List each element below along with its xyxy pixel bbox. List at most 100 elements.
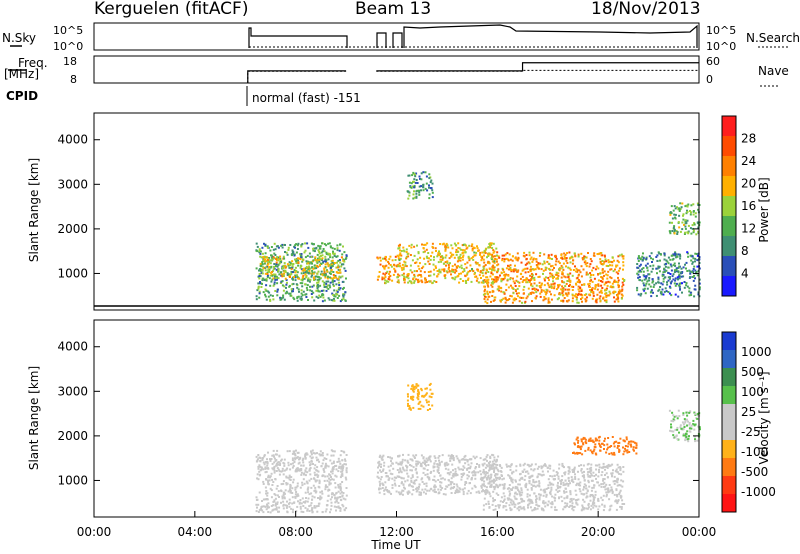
heat-cell (492, 278, 495, 281)
heat-cell (591, 439, 594, 442)
heat-cell (673, 205, 676, 208)
heat-cell (506, 487, 509, 490)
heat-cell (466, 272, 469, 275)
heat-cell (318, 276, 321, 279)
heat-cell (636, 263, 639, 265)
heat-cell (446, 472, 449, 475)
heat-cell (425, 492, 427, 495)
heat-cell (547, 284, 550, 287)
heat-cell (413, 184, 416, 187)
heat-cell (312, 291, 315, 294)
heat-cell (536, 476, 539, 479)
heat-cell (384, 486, 387, 489)
heat-cell (626, 445, 629, 448)
heat-cell (492, 480, 494, 483)
heat-cell (256, 506, 258, 509)
heat-cell (480, 476, 483, 479)
heat-cell (306, 509, 309, 512)
heat-cell (268, 277, 271, 280)
heat-cell (470, 476, 473, 479)
heat-cell (534, 296, 537, 299)
station-title: Kerguelen (fitACF) (94, 0, 248, 19)
heat-cell (447, 463, 450, 466)
heat-cell (339, 287, 342, 290)
heat-cell (416, 460, 419, 463)
heat-cell (389, 464, 392, 467)
heat-cell (593, 475, 596, 477)
heat-cell (585, 293, 588, 296)
heat-cell (260, 272, 263, 275)
heat-cell (505, 463, 508, 466)
heat-cell (541, 474, 544, 477)
heat-cell (424, 473, 427, 476)
heat-cell (685, 282, 688, 285)
heat-cell (487, 253, 490, 256)
heat-cell (677, 221, 680, 224)
heat-cell (642, 252, 644, 255)
heat-cell (544, 463, 546, 466)
heat-cell (425, 175, 428, 178)
heat-cell (544, 491, 547, 494)
heat-cell (413, 386, 415, 389)
heat-cell (426, 242, 429, 245)
heat-cell (502, 477, 505, 480)
heat-cell (287, 502, 290, 505)
heat-cell (610, 445, 613, 447)
heat-cell (572, 452, 574, 454)
heat-cell (516, 287, 519, 290)
heat-cell (580, 275, 583, 278)
heat-cell (303, 473, 305, 476)
heat-cell (549, 285, 552, 288)
heat-cell (418, 491, 421, 494)
heat-cell (281, 275, 284, 278)
heat-cell (327, 252, 330, 255)
heat-cell (464, 251, 467, 254)
heat-cell (671, 230, 674, 232)
heat-cell (491, 503, 494, 506)
heat-cell (679, 255, 682, 258)
heat-cell (465, 282, 468, 284)
heat-cell (427, 457, 430, 460)
heat-cell (264, 293, 266, 296)
heat-cell (261, 252, 264, 255)
heat-cell (584, 260, 587, 263)
heat-cell (607, 491, 610, 494)
heat-cell (333, 289, 336, 292)
heat-cell (467, 475, 470, 478)
heat-cell (576, 269, 579, 272)
heat-cell (621, 255, 624, 258)
heat-cell (650, 270, 653, 273)
heat-cell (605, 483, 608, 486)
heat-cell (600, 284, 603, 287)
heat-cell (288, 505, 291, 508)
heat-cell (328, 481, 331, 484)
heat-cell (598, 466, 601, 469)
heat-cell (566, 288, 569, 291)
heat-cell (410, 480, 413, 483)
heat-cell (561, 291, 564, 294)
heat-cell (388, 270, 391, 273)
heat-cell (492, 509, 495, 511)
heat-cell (276, 503, 279, 505)
heat-cell (563, 490, 565, 493)
heat-cell (262, 483, 265, 485)
heat-cell (384, 481, 387, 484)
heat-cell (283, 257, 286, 260)
heat-cell (591, 452, 594, 455)
heat-cell (531, 277, 534, 280)
heat-cell (326, 453, 329, 456)
heat-cell (309, 255, 312, 258)
heat-cell (549, 275, 552, 278)
heat-cell (477, 281, 480, 284)
heat-cell (308, 505, 311, 508)
heat-cell (452, 487, 455, 490)
heat-cell (429, 258, 432, 261)
heat-cell (332, 478, 335, 481)
heat-cell (548, 268, 551, 271)
heat-cell (552, 469, 555, 472)
heat-cell (489, 267, 492, 270)
heat-cell (389, 255, 392, 258)
heat-cell (416, 384, 419, 387)
freq-series (247, 62, 699, 83)
heat-cell (567, 276, 570, 279)
